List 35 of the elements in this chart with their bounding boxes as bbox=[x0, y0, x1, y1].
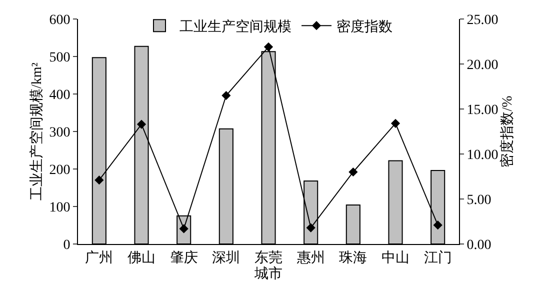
x-tick-label: 东莞 bbox=[254, 250, 282, 266]
x-tick-label: 深圳 bbox=[212, 250, 240, 266]
point bbox=[264, 42, 274, 52]
point bbox=[222, 90, 231, 100]
y2-tick-label: 25.00 bbox=[466, 12, 498, 28]
x-tick-label: 广州 bbox=[85, 250, 114, 266]
y-axis-title: 工业生产空间规模/km² bbox=[28, 62, 45, 200]
legend-label: 密度指数 bbox=[336, 19, 392, 36]
x-tick-label: 珠海 bbox=[339, 250, 368, 266]
y-tick-label: 300 bbox=[49, 125, 70, 140]
legend-label: 工业生产空间规模 bbox=[180, 19, 292, 36]
point bbox=[306, 223, 316, 232]
x-tick-label: 中山 bbox=[382, 250, 410, 266]
y2-tick-label: 5.00 bbox=[466, 192, 492, 208]
x-axis-title: 城市 bbox=[254, 266, 282, 282]
x-tick-label: 江门 bbox=[424, 250, 452, 266]
y2-tick-label: 0.00 bbox=[466, 238, 492, 253]
point bbox=[348, 167, 358, 177]
y2-tick-label: 20.00 bbox=[466, 58, 498, 73]
point bbox=[390, 118, 400, 128]
y-tick-label: 600 bbox=[49, 12, 70, 28]
y2-axis-title: 密度指数/% bbox=[500, 95, 516, 168]
y-tick-label: 100 bbox=[49, 200, 70, 216]
y-tick-label: 500 bbox=[49, 50, 70, 66]
y-tick-label: 200 bbox=[49, 162, 70, 178]
x-tick-label: 肇庆 bbox=[170, 250, 198, 266]
point bbox=[94, 176, 104, 185]
point bbox=[136, 120, 146, 129]
x-tick-label: 惠州 bbox=[296, 250, 325, 266]
y-tick-label: 400 bbox=[49, 88, 70, 103]
y2-tick-label: 10.00 bbox=[466, 148, 498, 163]
y-tick-label: 0 bbox=[63, 238, 70, 253]
x-tick-label: 佛山 bbox=[128, 250, 156, 266]
y2-tick-label: 15.00 bbox=[466, 102, 498, 118]
point bbox=[433, 220, 442, 230]
